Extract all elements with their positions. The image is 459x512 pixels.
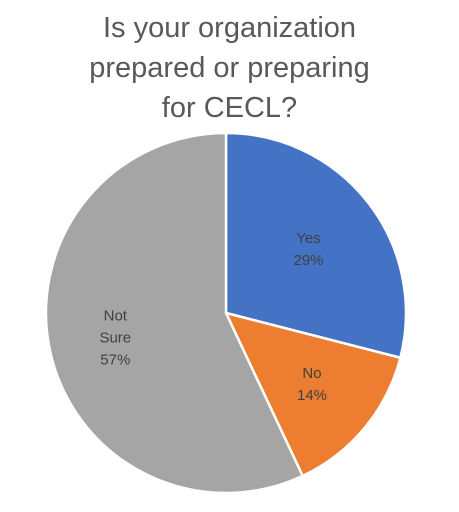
pie-slice-no (224, 311, 402, 478)
pie-slice-yes (224, 131, 408, 360)
pie-slice-not-sure (44, 131, 304, 495)
pie-label-yes-value: 29% (293, 252, 323, 269)
pie-label-not-sure-category-2: Sure (99, 330, 131, 347)
pie-label-no-category-1: No (302, 365, 321, 382)
chart-title-line-2: prepared or preparing (89, 52, 370, 84)
pie-label-not-sure-value: 57% (100, 352, 130, 369)
chart-title-line-3: for CECL? (161, 92, 298, 124)
chart-title: Is your organization prepared or prepari… (0, 8, 459, 128)
pie-labels: Yes 29% No 14% Not Sure 57% (99, 230, 327, 404)
pie-slices (44, 131, 408, 495)
chart-title-line-1: Is your organization (102, 12, 357, 44)
pie-label-no-value: 14% (297, 387, 327, 404)
pie-label-not-sure-category-1: Not (104, 308, 128, 325)
pie-label-yes-category-1: Yes (296, 230, 320, 247)
